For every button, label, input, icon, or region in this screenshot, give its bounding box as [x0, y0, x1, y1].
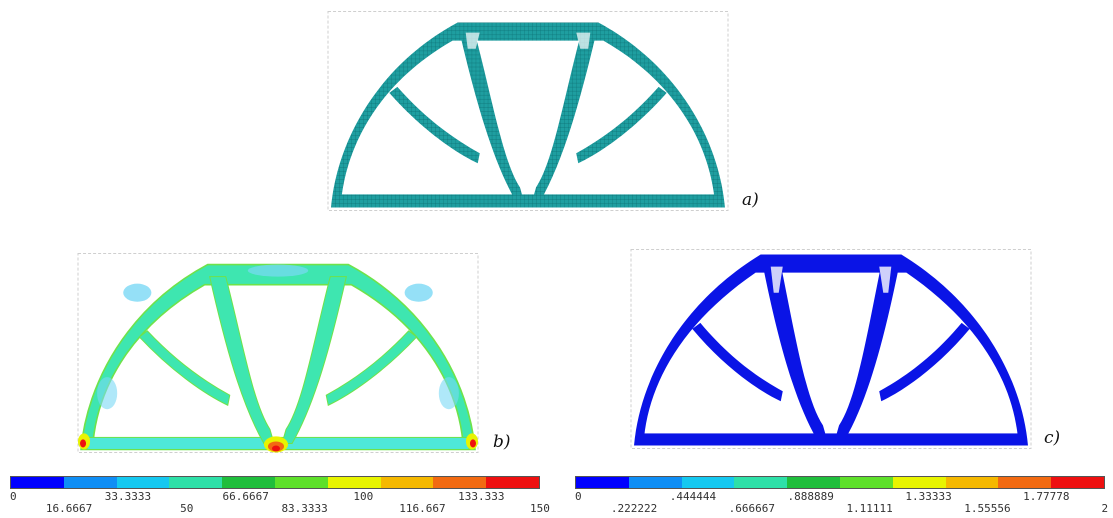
- legend-tick-label: 83.3333: [281, 502, 328, 515]
- displacement-color-legend: [575, 476, 1105, 489]
- panel-c-label: c): [1044, 428, 1061, 448]
- legend-swatch-4: [222, 477, 275, 488]
- legend-swatch-9: [486, 477, 539, 488]
- legend-tick-label: 33.3333: [104, 490, 152, 503]
- legend-tick-label: 133.333: [458, 490, 505, 503]
- legend-tick-label: 50: [180, 502, 194, 515]
- legend-swatch-3: [734, 477, 788, 488]
- legend-swatch-4: [787, 477, 840, 488]
- panel-a-mesh: [327, 11, 729, 211]
- legend-tick-label: 66.6667: [222, 490, 269, 503]
- legend-swatch-0: [576, 477, 629, 488]
- legend-swatch-2: [116, 477, 170, 488]
- stress-color-legend: [10, 476, 540, 489]
- panel-c-frame: [630, 249, 1032, 449]
- panel-a-label: a): [742, 190, 759, 210]
- legend-tick-label: 1.33333: [905, 490, 952, 503]
- legend-tick-label: 2: [1101, 502, 1109, 515]
- legend-swatch-8: [998, 477, 1052, 488]
- legend-tick-label: 100: [353, 490, 374, 503]
- stress-hotspot-center: [263, 436, 289, 453]
- panel-c-truss: [634, 254, 1028, 446]
- legend-tick-label: 1.11111: [846, 502, 893, 515]
- legend-tick-label: .222222: [610, 502, 658, 515]
- legend-tick-label: 16.6667: [45, 502, 93, 515]
- panel-b-truss: [78, 263, 478, 453]
- panel-b-stress-plot: [77, 253, 479, 453]
- stress-hotspot-right: [465, 433, 478, 450]
- legend-tick-label: 1.55556: [964, 502, 1011, 515]
- legend-swatch-1: [628, 477, 682, 488]
- legend-tick-label: 1.77778: [1023, 490, 1070, 503]
- legend-tick-label: 0: [10, 490, 17, 503]
- panel-a-truss: [331, 22, 725, 208]
- legend-swatch-7: [945, 477, 999, 488]
- legend-swatch-8: [433, 477, 487, 488]
- stress-hotspot-left: [78, 433, 91, 450]
- legend-swatch-2: [681, 477, 735, 488]
- legend-tick-label: .888889: [787, 490, 834, 503]
- legend-tick-label: .666667: [728, 502, 776, 515]
- panel-c-displacement-plot: [630, 249, 1032, 449]
- panel-b-frame: [77, 253, 479, 453]
- panel-b-label: b): [493, 432, 511, 452]
- legend-tick-label: 0: [575, 490, 582, 503]
- legend-swatch-5: [839, 477, 893, 488]
- legend-swatch-7: [380, 477, 434, 488]
- legend-swatch-5: [274, 477, 328, 488]
- legend-swatch-6: [327, 477, 381, 488]
- legend-tick-label: 116.667: [399, 502, 446, 515]
- legend-tick-label: 150: [530, 502, 550, 515]
- legend-swatch-6: [892, 477, 946, 488]
- legend-swatch-9: [1051, 477, 1104, 488]
- panel-a-frame: [327, 11, 729, 211]
- legend-swatch-1: [63, 477, 117, 488]
- legend-swatch-3: [169, 477, 223, 488]
- legend-swatch-0: [11, 477, 64, 488]
- legend-tick-label: .444444: [669, 490, 717, 503]
